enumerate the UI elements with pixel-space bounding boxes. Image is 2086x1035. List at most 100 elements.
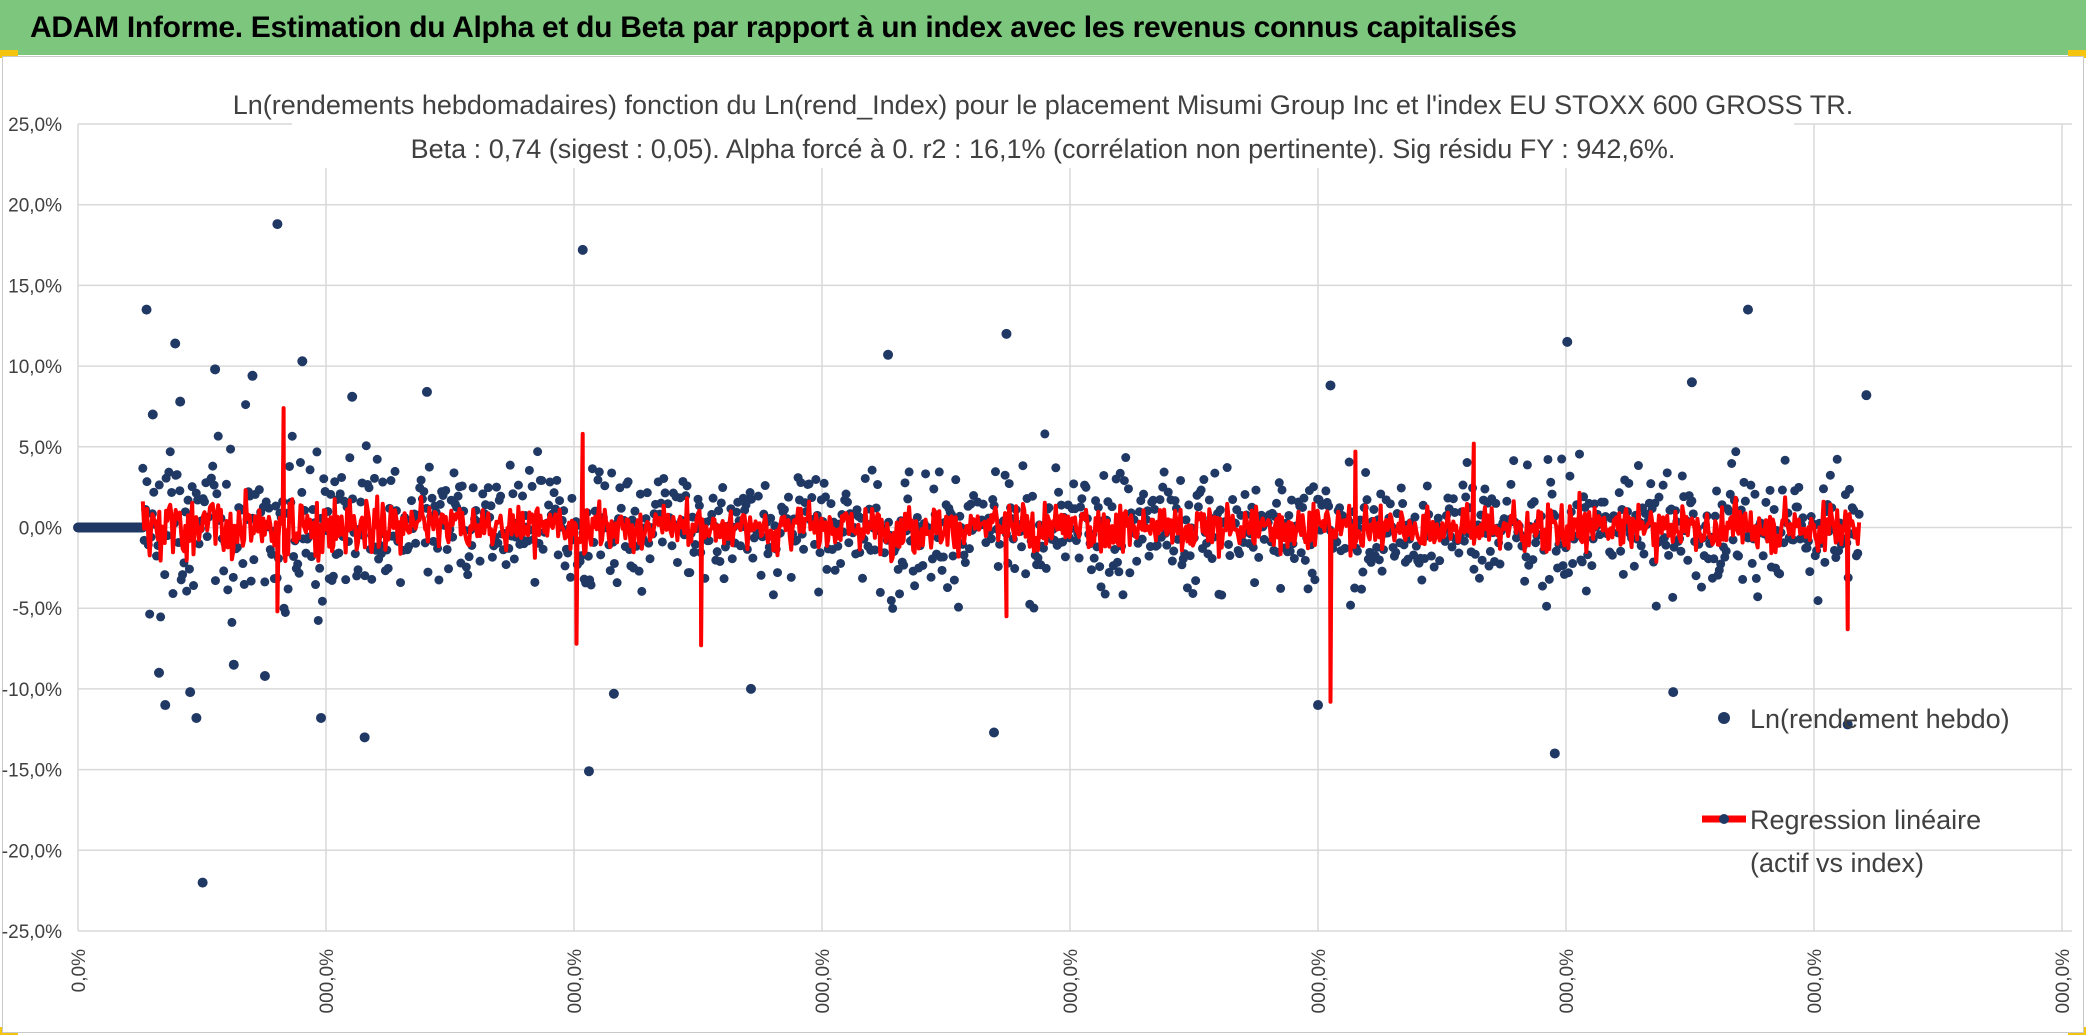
scatter-point <box>1614 488 1624 498</box>
scatter-point <box>1806 512 1816 522</box>
x-tick-label: 000,0% <box>813 949 834 1014</box>
scatter-point <box>367 574 377 584</box>
scatter-point <box>1210 468 1220 478</box>
scatter-point <box>645 554 655 564</box>
scatter-point <box>660 488 670 498</box>
scatter-point <box>1287 495 1297 505</box>
scatter-point <box>560 561 570 571</box>
scatter-point <box>926 572 936 582</box>
scatter-point <box>1372 542 1382 552</box>
scatter-point <box>549 488 559 498</box>
scatter-point <box>1710 511 1720 521</box>
scatter-point <box>1289 554 1299 564</box>
scatter-point <box>1170 496 1180 506</box>
scatter-point <box>1802 543 1812 553</box>
scatter-point <box>1285 546 1295 556</box>
scatter-point <box>608 688 619 699</box>
scatter-point <box>160 700 171 711</box>
scatter-point <box>1805 567 1815 577</box>
scatter-point <box>1077 494 1087 504</box>
scatter-point <box>544 500 554 510</box>
scatter-point <box>1470 549 1480 559</box>
y-tick-label: -5,0% <box>12 599 62 620</box>
scatter-point <box>1277 485 1287 495</box>
scatter-point <box>246 576 256 586</box>
x-tick-label: 000,0% <box>2053 949 2074 1014</box>
scatter-point <box>842 497 852 507</box>
scatter-point <box>995 539 1005 549</box>
scatter-point <box>350 549 360 559</box>
scatter-point <box>1358 567 1368 577</box>
scatter-point <box>527 481 537 491</box>
scatter-point <box>1303 584 1313 594</box>
scatter-point <box>1590 499 1600 509</box>
scatter-point <box>1104 567 1114 577</box>
scatter-point <box>1469 564 1479 574</box>
scatter-point <box>659 473 669 483</box>
scatter-point <box>1820 557 1830 567</box>
scatter-point <box>918 560 928 570</box>
scatter-point <box>1727 458 1737 468</box>
scatter-point <box>1391 547 1401 557</box>
scatter-point <box>208 461 218 471</box>
scatter-point <box>811 475 821 485</box>
scatter-point <box>501 560 511 570</box>
scatter-point <box>1188 588 1198 598</box>
scatter-point <box>1721 546 1731 556</box>
scatter-point <box>616 503 626 513</box>
scatter-point <box>267 549 277 559</box>
scatter-point <box>411 538 421 548</box>
scatter-point <box>1069 479 1079 489</box>
scatter-point <box>1010 564 1020 574</box>
scatter-point <box>1740 496 1750 506</box>
scatter-point <box>760 481 770 491</box>
scatter-point <box>1742 304 1753 315</box>
scatter-point <box>1480 484 1490 494</box>
scatter-point <box>858 573 868 583</box>
scatter-point <box>899 560 909 570</box>
scatter-point <box>1398 499 1408 509</box>
scatter-point <box>449 468 459 478</box>
scatter-point <box>1574 449 1584 459</box>
scatter-point <box>305 465 315 475</box>
scatter-point <box>259 670 270 681</box>
scatter-point <box>1777 485 1787 495</box>
scatter-point <box>1118 590 1128 600</box>
scatter-point <box>1420 554 1430 564</box>
scatter-point <box>1033 553 1043 563</box>
scatter-point <box>1093 502 1103 512</box>
scatter-point <box>330 477 340 487</box>
corner-accent-left <box>0 50 18 58</box>
scatter-point <box>185 687 196 698</box>
scatter-point <box>783 492 793 502</box>
scatter-point <box>1038 543 1048 553</box>
scatter-point <box>182 586 192 596</box>
scatter-point <box>315 563 325 573</box>
scatter-point <box>607 468 617 478</box>
scatter-point <box>509 554 519 564</box>
y-tick-label: -10,0% <box>2 680 62 701</box>
scatter-point <box>468 483 478 493</box>
scatter-point <box>345 453 355 463</box>
scatter-point <box>1568 559 1578 569</box>
scatter-point <box>745 683 756 694</box>
scatter-point <box>280 607 290 617</box>
scatter-point <box>1491 498 1501 508</box>
scatter-point <box>714 506 724 516</box>
scatter-point <box>1547 489 1557 499</box>
scatter-point <box>1581 586 1591 596</box>
scatter-point <box>364 483 374 493</box>
scatter-point <box>1716 559 1726 569</box>
scatter-point <box>1217 590 1227 600</box>
scatter-point <box>210 576 220 586</box>
scatter-point <box>1325 380 1336 391</box>
scatter-point <box>341 575 351 585</box>
scatter-point <box>637 586 647 596</box>
scatter-point <box>1115 468 1125 478</box>
scatter-point <box>1495 559 1505 569</box>
scatter-point <box>594 467 604 477</box>
scatter-point <box>1152 540 1162 550</box>
scatter-point <box>1636 541 1646 551</box>
scatter-point <box>383 563 393 573</box>
scatter-point <box>1775 569 1785 579</box>
